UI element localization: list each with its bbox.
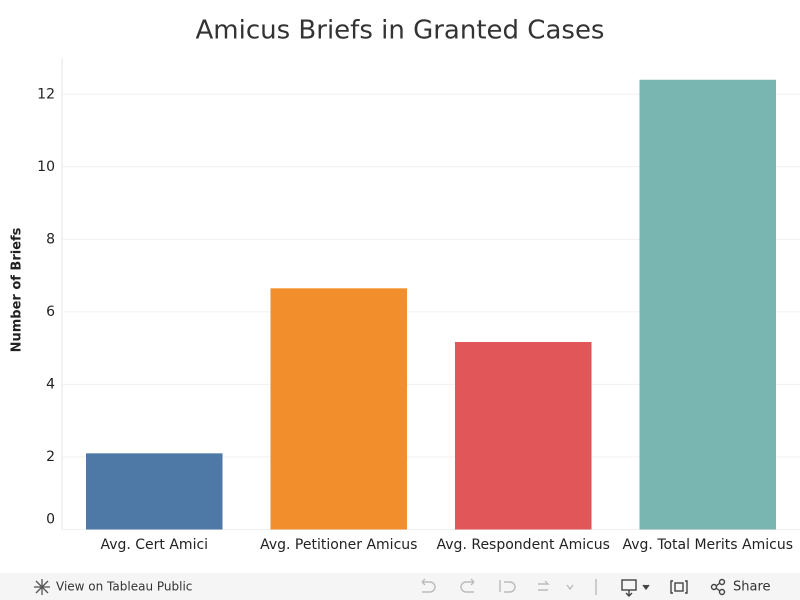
bar [639,79,777,530]
bar [270,288,408,530]
share-button[interactable]: Share [733,580,771,595]
x-tick-label: Avg. Respondent Amicus [437,537,610,553]
toolbar-icons-active [621,578,726,597]
x-tick-label: Avg. Cert Amici [100,537,208,553]
chart-title: Amicus Briefs in Granted Cases [196,16,605,46]
bar [454,341,592,530]
tableau-icon [34,579,50,595]
y-tick-label: 12 [37,86,55,102]
bar [85,453,223,530]
y-tick-label: 10 [37,159,55,175]
y-tick-label: 2 [46,449,55,465]
y-tick-label: 8 [46,231,55,247]
toolbar-icons [421,578,597,595]
view-link[interactable]: View on Tableau Public [56,580,192,594]
y-tick-label: 0 [46,512,55,528]
y-axis-title: Number of Briefs [10,227,25,352]
toolbar [0,573,800,600]
x-tick-label: Avg. Petitioner Amicus [260,537,417,553]
x-tick-label: Avg. Total Merits Amicus [622,537,793,553]
y-tick-label: 4 [46,376,55,392]
y-tick-label: 6 [46,304,55,320]
